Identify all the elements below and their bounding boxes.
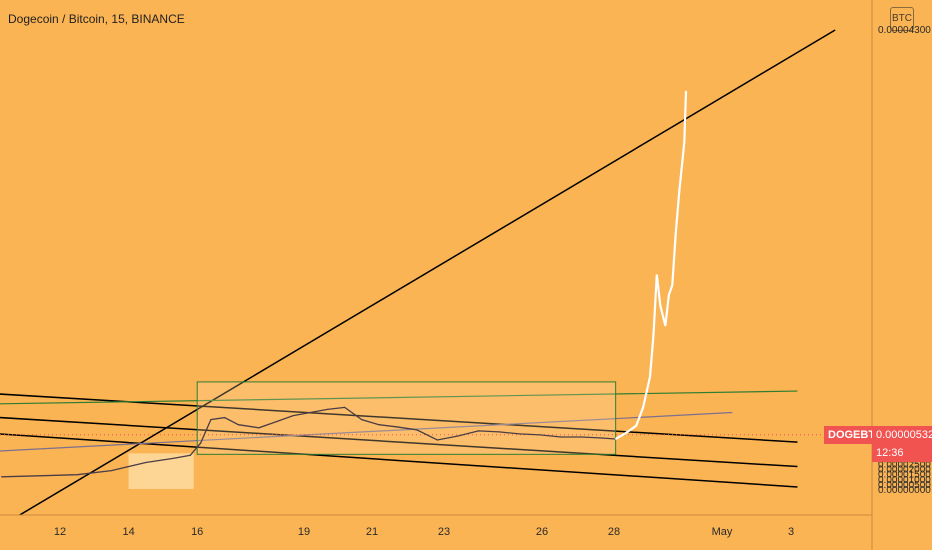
data-point	[344, 406, 346, 408]
annotation-trendline-2[interactable]	[0, 416, 798, 468]
y-tick-label: 0.00004300	[878, 25, 931, 36]
data-point	[210, 419, 212, 421]
data-point	[200, 442, 202, 444]
data-point	[436, 439, 438, 441]
annotation-highlight-box-7[interactable]	[128, 453, 194, 489]
x-axis: 12 14 16 19 21 23 26 28 May 3	[0, 514, 872, 538]
data-point	[309, 411, 311, 414]
chart-title: Dogecoin / Bitcoin, 15, BINANCE	[8, 12, 185, 26]
data-point	[292, 414, 294, 417]
data-point	[580, 436, 582, 438]
y-tick-label: 0.00000000	[878, 485, 931, 496]
data-point	[326, 408, 329, 411]
data-point	[498, 431, 500, 433]
series-layer	[1, 90, 688, 478]
data-point	[275, 421, 277, 423]
data-point	[172, 457, 174, 459]
candle-countdown: 12:36	[876, 447, 904, 459]
data-point	[145, 461, 147, 464]
currency-button[interactable]: BTC	[890, 7, 914, 31]
data-point	[258, 427, 260, 429]
x-tick-label: 12	[54, 526, 66, 538]
data-point	[237, 424, 239, 426]
data-point	[378, 424, 380, 426]
data-point	[635, 425, 637, 427]
annotation-range-box-6[interactable]	[196, 381, 617, 455]
data-point	[625, 432, 627, 434]
x-tick-label: May	[712, 526, 733, 538]
data-point	[685, 90, 687, 92]
x-tick-label: 19	[298, 526, 310, 538]
price-tag: 0.00000532 12:36	[872, 426, 932, 462]
data-point	[659, 304, 661, 306]
data-point	[519, 433, 521, 435]
data-point	[110, 470, 113, 472]
data-point	[560, 436, 562, 438]
data-point	[615, 438, 617, 440]
data-point	[675, 233, 677, 235]
y-axis: 0.000043000.000040000.000035000.00003000…	[871, 0, 931, 550]
data-point	[1, 476, 3, 478]
data-point	[678, 192, 680, 194]
x-tick-label: 23	[438, 526, 450, 538]
annotation-channel-line-4[interactable]	[0, 390, 798, 405]
drawing-layer	[0, 29, 872, 530]
data-point	[416, 429, 418, 431]
x-tick-label: 28	[608, 526, 620, 538]
data-point	[642, 406, 644, 408]
data-point	[76, 474, 78, 476]
y-tick-label: 0.00001000	[878, 475, 931, 486]
data-point	[224, 417, 226, 419]
data-point	[42, 475, 44, 477]
annotation-trendline-3[interactable]	[0, 432, 798, 488]
price-value: 0.00000532	[876, 429, 932, 441]
y-tick-label: 0.00001500	[878, 470, 931, 481]
data-point	[477, 430, 480, 432]
y-tick-label: 0.00002500	[878, 460, 931, 471]
data-point	[539, 434, 541, 436]
x-tick-label: 26	[536, 526, 548, 538]
data-point	[457, 435, 459, 437]
data-point	[649, 376, 651, 378]
symbol-tag: DOGEBTC	[824, 426, 887, 444]
data-point	[395, 426, 397, 428]
data-point	[189, 454, 191, 456]
x-tick-label: 16	[191, 526, 203, 538]
data-point	[361, 419, 363, 421]
x-tick-label: 21	[366, 526, 378, 538]
data-point	[671, 284, 673, 286]
x-tick-label: 14	[122, 526, 134, 538]
y-tick-label: 0.00002000	[878, 465, 931, 476]
x-tick-label: 3	[788, 526, 794, 538]
data-point	[683, 141, 685, 143]
y-tick-label: 0.00000500	[878, 480, 931, 491]
annotation-median-line-5[interactable]	[0, 411, 733, 452]
annotation-trendline-0[interactable]	[0, 29, 836, 530]
annotation-trendline-1[interactable]	[0, 392, 798, 443]
series-line-breakout	[615, 91, 688, 440]
data-point	[656, 274, 658, 276]
data-point	[668, 294, 670, 296]
data-point	[601, 437, 603, 439]
data-point	[652, 335, 654, 337]
data-point	[664, 325, 666, 327]
